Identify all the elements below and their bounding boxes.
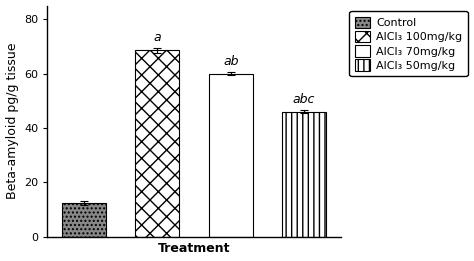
Text: a: a: [154, 31, 161, 44]
Bar: [209, 74, 253, 237]
Text: abc: abc: [293, 93, 315, 106]
Text: ab: ab: [223, 55, 238, 68]
Bar: [136, 50, 179, 237]
X-axis label: Treatment: Treatment: [158, 242, 230, 256]
Y-axis label: Beta-amyloid pg/g tissue: Beta-amyloid pg/g tissue: [6, 43, 18, 199]
Legend: Control, AlCl₃ 100mg/kg, AlCl₃ 70mg/kg, AlCl₃ 50mg/kg: Control, AlCl₃ 100mg/kg, AlCl₃ 70mg/kg, …: [349, 11, 468, 76]
Bar: [282, 112, 326, 237]
Bar: [62, 203, 106, 237]
